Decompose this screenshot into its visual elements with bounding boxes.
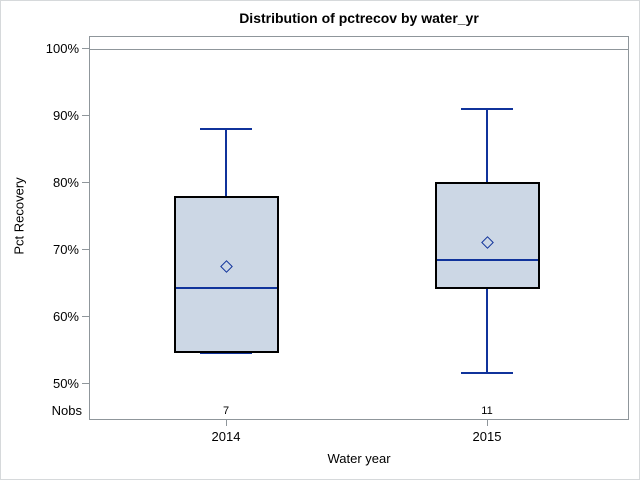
whisker-lower-cap: [200, 352, 252, 355]
y-tick-label: 100%: [45, 40, 79, 56]
whisker-lower-line: [486, 289, 488, 373]
x-tick-mark: [486, 420, 488, 426]
y-tick-label: 70%: [52, 241, 79, 257]
y-tick-mark: [82, 249, 89, 251]
chart-title: Distribution of pctrecov by water_yr: [239, 10, 479, 26]
nobs-row-label: Nobs: [51, 403, 82, 418]
y-tick-label: 90%: [52, 107, 79, 123]
whisker-lower-cap: [461, 371, 513, 374]
whisker-upper-line: [486, 108, 488, 182]
whisker-upper-line: [225, 129, 227, 196]
y-tick-mark: [82, 48, 89, 50]
x-tick-mark: [225, 420, 227, 426]
reference-line-100pct: [89, 48, 629, 50]
nobs-value: 11: [481, 405, 493, 417]
y-tick-mark: [82, 316, 89, 318]
x-tick-label: 2015: [472, 429, 502, 444]
y-tick-label: 80%: [52, 174, 79, 190]
box-iqr: [434, 181, 540, 290]
whisker-upper-cap: [200, 128, 252, 131]
median-line: [436, 258, 538, 261]
x-tick-label: 2014: [211, 429, 241, 444]
y-tick-mark: [82, 383, 89, 384]
y-tick-label: 50%: [52, 375, 79, 391]
box-iqr: [173, 196, 279, 354]
whisker-upper-cap: [461, 107, 513, 110]
plot-area: [89, 36, 629, 420]
x-axis-title: Water year: [327, 451, 391, 466]
y-tick-mark: [82, 115, 89, 117]
nobs-value: 7: [222, 405, 230, 417]
y-tick-label: 60%: [52, 308, 79, 324]
median-line: [175, 287, 277, 290]
y-tick-mark: [82, 182, 89, 184]
